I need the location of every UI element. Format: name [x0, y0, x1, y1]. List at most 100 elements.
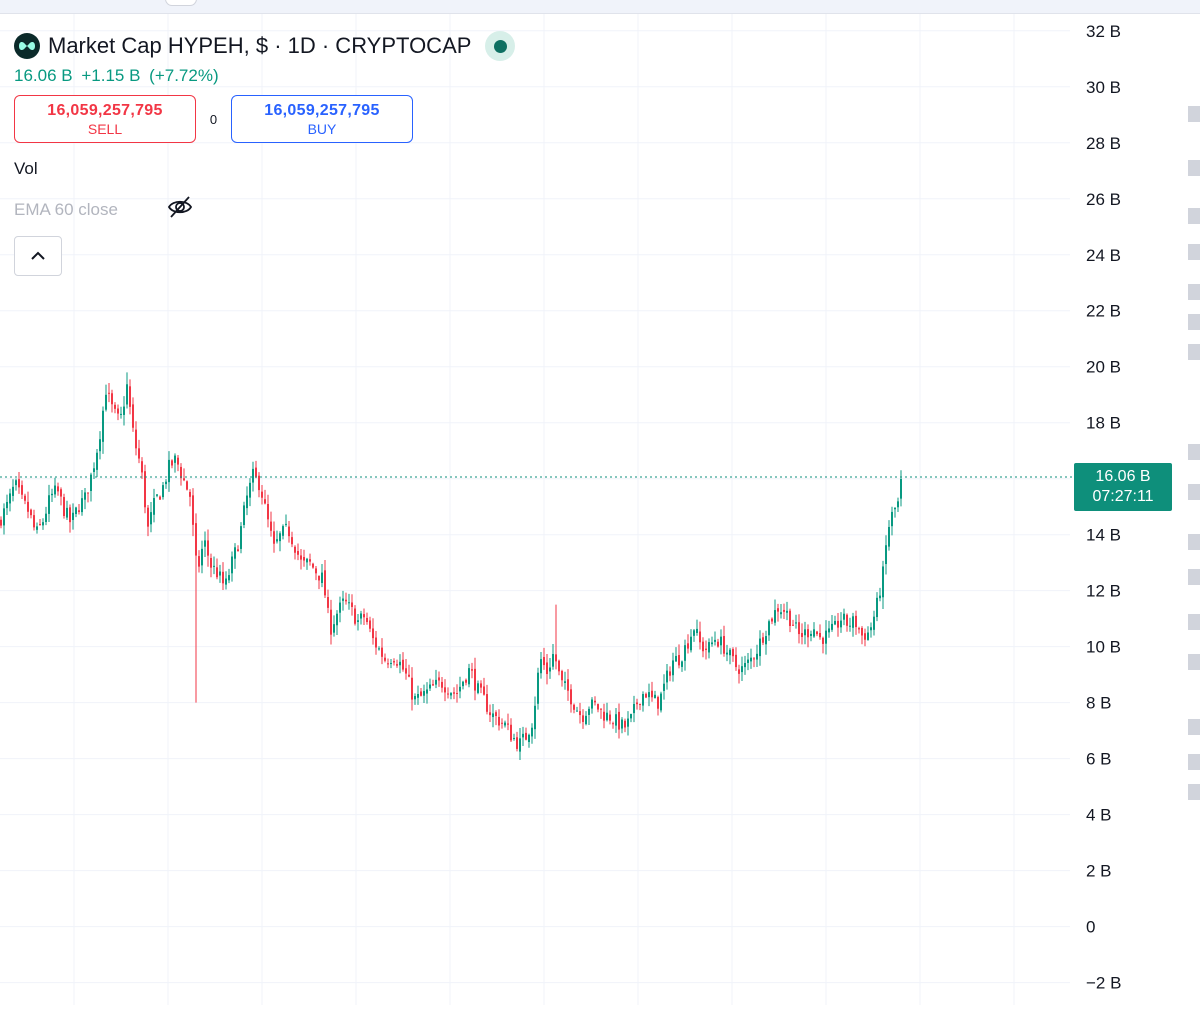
symbol-title[interactable]: Market Cap HYPEH, $ · 1D · CRYPTOCAP [48, 33, 472, 58]
candle [474, 657, 476, 701]
candle [3, 503, 5, 535]
volume-indicator-label[interactable]: Vol [14, 159, 38, 178]
candle [546, 654, 548, 685]
candle [219, 564, 221, 583]
candle [345, 592, 347, 605]
candle-body [549, 667, 551, 672]
candle [117, 404, 119, 421]
candle-body [528, 734, 530, 743]
candle-body [330, 609, 332, 635]
candle-body [690, 636, 692, 651]
candle-body [153, 498, 155, 515]
candle [852, 612, 854, 637]
candle [537, 667, 539, 710]
candle-body [198, 556, 200, 567]
candle-body [534, 705, 536, 730]
candle [396, 659, 398, 668]
candle [435, 669, 437, 689]
candle-body [264, 499, 266, 504]
candle [690, 629, 692, 653]
candle-body [102, 410, 104, 442]
candle-body [192, 495, 194, 525]
candle-body [513, 738, 515, 740]
candle-body [63, 497, 65, 517]
candle [894, 507, 896, 518]
candle-body [48, 495, 50, 514]
collapse-legend-button[interactable] [14, 236, 62, 276]
buy-button[interactable]: 16,059,257,795 BUY [231, 95, 413, 143]
candle [60, 487, 62, 506]
candle [180, 463, 182, 486]
candle-body [294, 546, 296, 553]
candle [390, 658, 392, 669]
candle [816, 630, 818, 637]
sell-button[interactable]: 16,059,257,795 SELL [14, 95, 196, 143]
candle [174, 453, 176, 473]
candle-body [114, 404, 116, 409]
candle [750, 648, 752, 669]
candle [519, 728, 521, 760]
candle-body [573, 704, 575, 710]
candle-body [438, 677, 440, 681]
candle-body [105, 394, 107, 410]
candle-body [651, 690, 653, 698]
candle [846, 613, 848, 632]
candle-body [789, 610, 791, 626]
candle [351, 594, 353, 616]
candle [87, 492, 89, 503]
candle [675, 647, 677, 663]
candle [327, 589, 329, 614]
candle [222, 562, 224, 591]
candle [897, 497, 899, 512]
candle-body [213, 565, 215, 567]
candle [249, 478, 251, 507]
candle-body [321, 572, 323, 584]
market-status-icon[interactable] [485, 31, 516, 61]
candle-body [351, 602, 353, 608]
candle [867, 626, 869, 641]
candle [276, 530, 278, 544]
ema-indicator-label[interactable]: EMA 60 close [14, 199, 118, 219]
candle-body [627, 718, 629, 727]
eye-hidden-icon[interactable] [166, 195, 194, 224]
candle-body [99, 439, 101, 452]
candle-body [315, 568, 317, 574]
candle [51, 488, 53, 503]
candle [702, 637, 704, 658]
y-tick-label: 26 B [1086, 190, 1121, 209]
candle [234, 543, 236, 569]
candle-body [30, 509, 32, 516]
candle [687, 634, 689, 654]
candle-body [843, 613, 845, 620]
candle-body [117, 408, 119, 414]
candle-body [375, 637, 377, 648]
candle [516, 731, 518, 752]
candle [408, 664, 410, 678]
strip-mark [1188, 784, 1200, 800]
candle-body [327, 597, 329, 608]
candle-body [390, 662, 392, 664]
candle [72, 503, 74, 530]
candle [552, 643, 554, 670]
candle [723, 625, 725, 657]
candle [438, 671, 440, 687]
candle-body [156, 494, 158, 496]
candle-body [312, 563, 314, 568]
candle-body [837, 620, 839, 628]
candle-body [666, 670, 668, 683]
candle [594, 696, 596, 706]
candle-body [831, 623, 833, 630]
candle [354, 605, 356, 626]
candle [393, 658, 395, 666]
candle-body [18, 479, 20, 488]
candle [102, 406, 104, 454]
candle [864, 628, 866, 647]
candle-body [333, 624, 335, 633]
candle [792, 619, 794, 626]
candle [549, 658, 551, 679]
candle-body [756, 653, 758, 660]
candle-body [357, 620, 359, 622]
candle-body [426, 689, 428, 694]
candle-body [714, 639, 716, 642]
